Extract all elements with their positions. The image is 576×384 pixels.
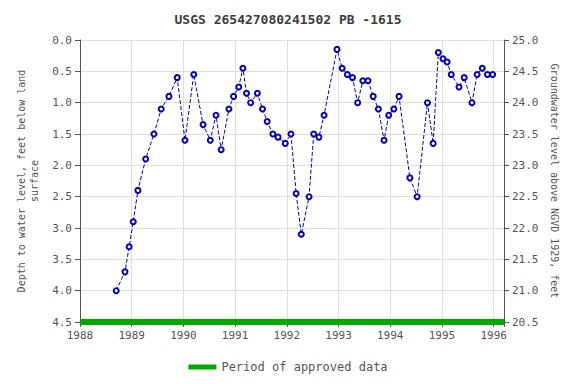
- svg-text:Depth to water level, feet bel: Depth to water level, feet below land: [16, 70, 27, 293]
- svg-text:1995: 1995: [429, 329, 456, 342]
- svg-text:1989: 1989: [118, 329, 145, 342]
- svg-text:1.5: 1.5: [52, 128, 72, 141]
- svg-text:surface: surface: [29, 160, 40, 202]
- svg-text:21.5: 21.5: [512, 253, 539, 266]
- svg-text:21.0: 21.0: [512, 284, 539, 297]
- svg-text:3.0: 3.0: [52, 222, 72, 235]
- svg-text:25.0: 25.0: [512, 34, 539, 47]
- svg-text:23.5: 23.5: [512, 128, 539, 141]
- svg-text:0.0: 0.0: [52, 34, 72, 47]
- svg-text:1996: 1996: [480, 329, 507, 342]
- svg-text:1991: 1991: [222, 329, 249, 342]
- svg-text:2.5: 2.5: [52, 190, 72, 203]
- svg-text:23.0: 23.0: [512, 159, 539, 172]
- svg-text:1992: 1992: [274, 329, 301, 342]
- svg-text:1990: 1990: [170, 329, 197, 342]
- svg-text:4.5: 4.5: [52, 316, 72, 329]
- svg-text:22.5: 22.5: [512, 190, 539, 203]
- svg-text:USGS 265427080241502 PB -1615: USGS 265427080241502 PB -1615: [175, 12, 402, 27]
- svg-text:0.5: 0.5: [52, 65, 72, 78]
- svg-text:20.5: 20.5: [512, 316, 539, 329]
- svg-text:4.0: 4.0: [52, 284, 72, 297]
- svg-text:1.0: 1.0: [52, 96, 72, 109]
- svg-text:2.0: 2.0: [52, 159, 72, 172]
- svg-text:1993: 1993: [325, 329, 352, 342]
- svg-text:24.0: 24.0: [512, 96, 539, 109]
- svg-text:1988: 1988: [67, 329, 94, 342]
- svg-text:22.0: 22.0: [512, 222, 539, 235]
- svg-text:24.5: 24.5: [512, 65, 539, 78]
- svg-text:1994: 1994: [377, 329, 404, 342]
- svg-text:3.5: 3.5: [52, 253, 72, 266]
- svg-text:Period of approved data: Period of approved data: [221, 360, 387, 374]
- svg-text:Groundwater level above NGVD 1: Groundwater level above NGVD 1929, feet: [549, 64, 560, 299]
